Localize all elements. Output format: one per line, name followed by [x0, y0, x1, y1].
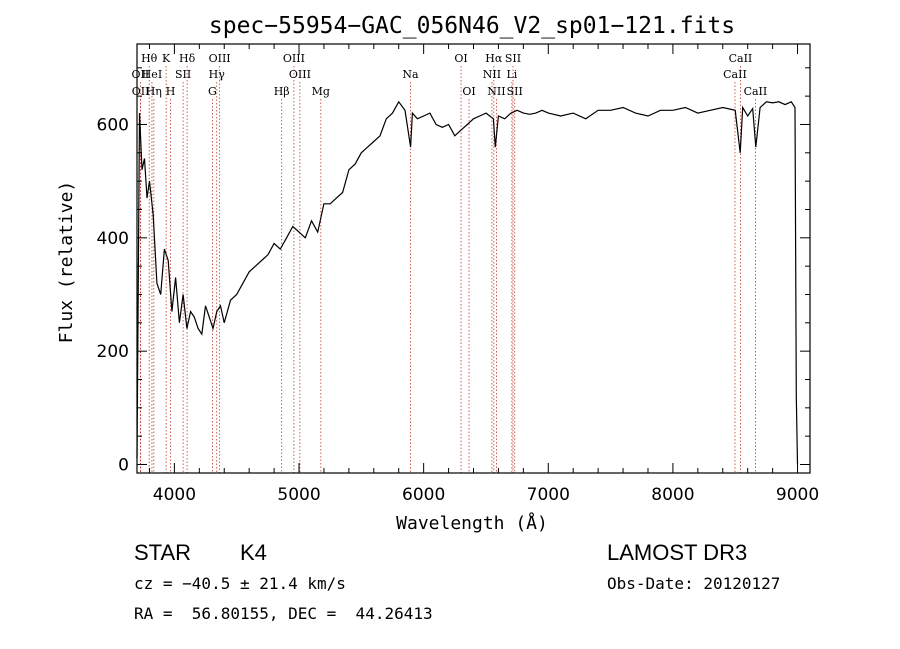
- line-marker-label: HeI: [142, 68, 162, 81]
- y-axis-label: Flux (relative): [56, 181, 77, 344]
- flux-line: [136, 100, 799, 465]
- line-marker-label: SII: [507, 85, 523, 98]
- line-marker-label: OIII: [283, 52, 305, 65]
- line-marker-label: CaII: [729, 52, 753, 65]
- line-marker-labels: OII OII Hθ HeI Hη K SII H Hδ OIII Hγ G OIII OIII Hβ Mg N…: [132, 52, 768, 98]
- x-tick-label: 5000: [277, 485, 320, 505]
- axis-ticks: 4000 5000 6000 7000 8000 9000 0 200 400 600: [97, 44, 819, 505]
- x-tick-label: 6000: [402, 485, 445, 505]
- line-marker-label: SII: [175, 68, 191, 81]
- line-marker-label: Na: [402, 68, 419, 81]
- object-class: STAR: [134, 540, 192, 565]
- line-marker-label: SII: [505, 52, 521, 65]
- line-marker-label: OI: [454, 52, 467, 65]
- line-marker-label: OIII: [289, 68, 311, 81]
- line-marker-label: OII: [132, 85, 150, 98]
- line-marker-label: OIII: [209, 52, 231, 65]
- line-marker-label: NII: [483, 68, 501, 81]
- x-tick-label: 7000: [527, 485, 570, 505]
- survey-name: LAMOST DR3: [607, 540, 748, 565]
- redshift-velocity: cz = −40.5 ± 21.4 km/s: [134, 574, 346, 593]
- y-tick-label: 200: [97, 342, 129, 362]
- plot-frame: [136, 43, 811, 474]
- line-marker-label: NII: [487, 85, 505, 98]
- observation-date: Obs-Date: 20120127: [607, 574, 781, 593]
- line-marker-label: Hβ: [274, 85, 290, 98]
- x-tick-label: 4000: [153, 485, 196, 505]
- chart-title: spec−55954−GAC_056N46_V2_sp01−121.fits: [209, 13, 735, 39]
- x-axis-label: Wavelength (Å): [396, 512, 548, 534]
- line-marker-label: G: [208, 85, 217, 98]
- line-marker-label: CaII: [744, 85, 768, 98]
- coordinates: RA = 56.80155, DEC = 44.26413: [134, 604, 433, 623]
- x-tick-label: 8000: [651, 485, 694, 505]
- y-tick-label: 400: [97, 229, 129, 249]
- line-marker-label: OII: [132, 68, 150, 81]
- y-tick-label: 600: [97, 115, 129, 135]
- line-marker-label: K: [162, 52, 171, 65]
- line-marker-label: H: [166, 85, 176, 98]
- line-marker-label: Li: [506, 68, 517, 81]
- line-marker-label: Hγ: [209, 68, 226, 81]
- object-subclass: K4: [240, 540, 267, 565]
- y-tick-label: 0: [118, 455, 129, 475]
- line-markers: [139, 66, 756, 473]
- line-marker-label: Hη: [146, 85, 162, 98]
- line-marker-label: Hα: [485, 52, 503, 65]
- line-marker-label: Mg: [312, 85, 330, 98]
- line-marker-label: CaII: [723, 68, 747, 81]
- line-marker-label: Hθ: [141, 52, 158, 65]
- x-tick-label: 9000: [776, 485, 819, 505]
- line-marker-label: OI: [462, 85, 475, 98]
- line-marker-label: Hδ: [179, 52, 196, 65]
